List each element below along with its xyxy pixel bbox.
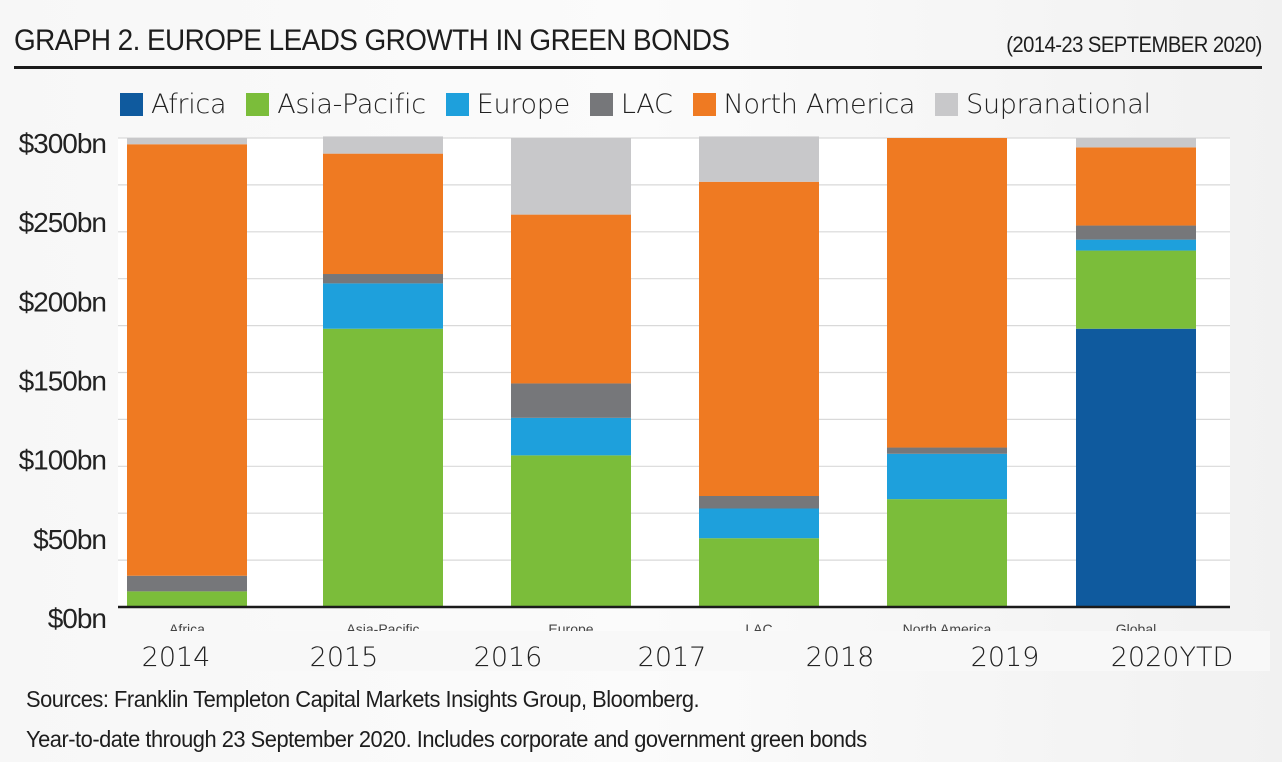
bar-segment-asia-pacific-asia-pacific [323, 328, 443, 607]
x-year-label: 2018 [806, 642, 875, 673]
legend-label-europe: Europe [476, 88, 570, 120]
bar-segment-lac-europe [699, 508, 819, 539]
label-mask [118, 631, 1270, 671]
legend-label-africa: Africa [151, 88, 227, 120]
y-tick-label: $50bn [33, 524, 106, 555]
legend-label-lac: LAC [620, 88, 673, 120]
bar-segment-lac-asia-pacific [699, 538, 819, 607]
bar-segment-europe-north-america [511, 214, 631, 384]
bar-segment-lac-lac [699, 496, 819, 509]
bar-segment-north-america-asia-pacific [887, 499, 1007, 607]
y-tick-label: $200bn [19, 286, 106, 317]
bar-segment-europe-lac [511, 383, 631, 418]
bar-segment-africa-asia-pacific [127, 591, 247, 607]
y-tick-label: $300bn [19, 128, 106, 159]
legend-item-north-america: North America [692, 88, 916, 120]
bar-segment-africa-supranational [127, 138, 247, 145]
bar-segment-global-africa [1076, 328, 1196, 607]
legend: Africa Asia-Pacific Europe LAC North America… [120, 84, 1171, 124]
legend-item-lac: LAC [589, 88, 673, 120]
legend-swatch-supranational [935, 92, 959, 116]
x-year-label: 2019 [971, 642, 1040, 673]
chart-title: GRAPH 2. EUROPE LEADS GROWTH IN GREEN BO… [14, 24, 730, 57]
legend-swatch-asia-pacific [246, 92, 270, 116]
y-tick-label: $150bn [19, 366, 106, 397]
x-year-label: 2014 [142, 642, 211, 673]
footnote-sources: Sources: Franklin Templeton Capital Mark… [26, 686, 700, 712]
legend-label-supranational: Supranational [966, 88, 1151, 120]
bar-segment-global-north-america [1076, 147, 1196, 226]
stacked-bar-chart: $0bn$50bn$100bn$150bn$200bn$250bn$300bnA… [18, 128, 1270, 673]
bar-segment-north-america-europe [887, 453, 1007, 500]
legend-swatch-lac [589, 92, 613, 116]
bar-segment-north-america-north-america [887, 138, 1007, 448]
x-year-label: 2016 [474, 642, 543, 673]
legend-item-africa: Africa [120, 88, 227, 120]
bar-segment-europe-asia-pacific [511, 455, 631, 607]
legend-swatch-africa [120, 92, 143, 116]
legend-label-asia-pacific: Asia-Pacific [277, 88, 426, 120]
legend-label-north-america: North America [723, 88, 916, 120]
bar-segment-asia-pacific-supranational [323, 136, 443, 154]
chart-subtitle: (2014-23 SEPTEMBER 2020) [1006, 32, 1262, 57]
bar-segment-global-europe [1076, 239, 1196, 251]
bar-segment-global-lac [1076, 225, 1196, 240]
bar-segment-asia-pacific-europe [323, 283, 443, 329]
footnote-ytd: Year-to-date through 23 September 2020. … [26, 726, 867, 752]
legend-item-asia-pacific: Asia-Pacific [246, 89, 426, 120]
legend-item-europe: Europe [445, 88, 570, 120]
bar-segment-europe-supranational [511, 138, 631, 215]
bar-segment-global-asia-pacific [1076, 250, 1196, 329]
legend-item-supranational: Supranational [935, 89, 1151, 120]
bar-segment-global-supranational [1076, 138, 1196, 148]
bar-segment-lac-north-america [699, 181, 819, 497]
y-tick-label: $100bn [19, 445, 106, 476]
x-year-label: 2017 [638, 642, 707, 673]
bar-segment-africa-lac [127, 575, 247, 592]
x-year-label: 2020YTD [1111, 642, 1234, 673]
bar-segment-north-america-lac [887, 447, 1007, 454]
bar-segment-africa-north-america [127, 144, 247, 576]
y-tick-label: $0bn [48, 603, 106, 634]
title-row: GRAPH 2. EUROPE LEADS GROWTH IN GREEN BO… [14, 22, 1263, 69]
bar-segment-asia-pacific-north-america [323, 153, 443, 275]
legend-swatch-europe [445, 92, 469, 116]
bar-segment-asia-pacific-lac [323, 274, 443, 284]
bar-segment-lac-supranational [699, 136, 819, 182]
legend-swatch-north-america [692, 92, 716, 116]
y-tick-label: $250bn [19, 207, 106, 238]
bar-segment-europe-europe [511, 417, 631, 456]
x-year-label: 2015 [310, 642, 379, 673]
